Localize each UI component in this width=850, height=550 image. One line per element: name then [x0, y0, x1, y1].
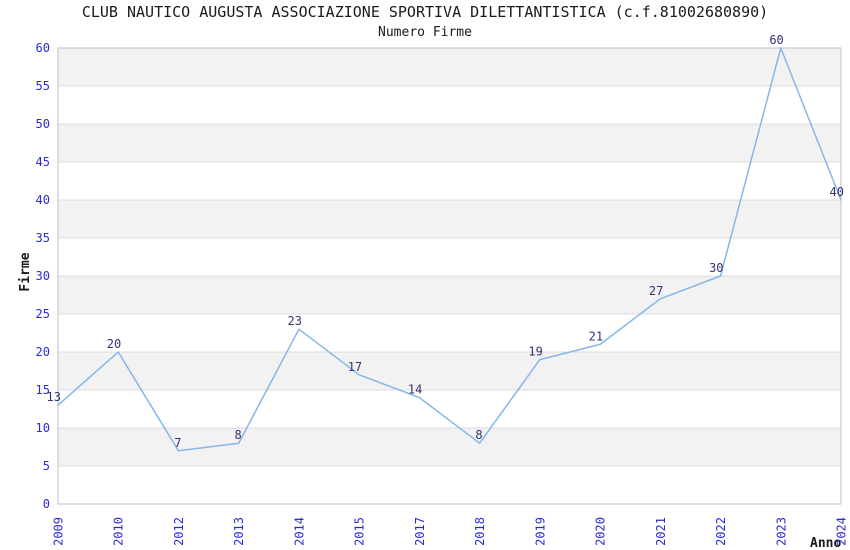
x-tick-label: 2020 — [594, 517, 608, 546]
data-point-label: 17 — [348, 360, 362, 374]
data-point-label: 8 — [475, 428, 482, 442]
data-point-label: 13 — [47, 390, 61, 404]
x-tick-label: 2012 — [172, 517, 186, 546]
x-tick-label: 2024 — [835, 517, 849, 546]
chart-subtitle: Numero Firme — [378, 25, 472, 40]
x-tick-label: 2014 — [292, 517, 306, 546]
x-axis-label: Anno — [810, 536, 842, 550]
background-band — [58, 48, 841, 86]
y-tick-label: 35 — [36, 231, 50, 245]
x-tick-label: 2019 — [533, 517, 547, 546]
y-tick-label: 55 — [36, 79, 50, 93]
x-tick-label: 2018 — [473, 517, 487, 546]
data-point-label: 23 — [287, 314, 301, 328]
data-point-label: 21 — [589, 329, 603, 343]
y-tick-label: 45 — [36, 155, 50, 169]
y-tick-label: 0 — [43, 497, 50, 511]
y-tick-label: 25 — [36, 307, 50, 321]
x-tick-label: 2022 — [714, 517, 728, 546]
data-point-label: 30 — [709, 261, 723, 275]
background-band — [58, 428, 841, 466]
x-tick-label: 2013 — [232, 517, 246, 546]
data-point-label: 19 — [528, 345, 542, 359]
data-point-label: 27 — [649, 284, 663, 298]
data-point-label: 60 — [769, 33, 783, 47]
y-tick-label: 5 — [43, 459, 50, 473]
data-point-label: 8 — [234, 428, 241, 442]
data-point-label: 14 — [408, 383, 422, 397]
x-tick-label: 2010 — [112, 517, 126, 546]
background-band — [58, 352, 841, 390]
y-tick-label: 10 — [36, 421, 50, 435]
y-tick-label: 40 — [36, 193, 50, 207]
x-tick-label: 2023 — [774, 517, 788, 546]
background-band — [58, 276, 841, 314]
plot-border — [57, 47, 842, 505]
x-tick-label: 2009 — [52, 517, 66, 546]
x-tick-label: 2021 — [654, 517, 668, 546]
y-tick-label: 60 — [36, 41, 50, 55]
y-tick-label: 15 — [36, 383, 50, 397]
chart-title: CLUB NAUTICO AUGUSTA ASSOCIAZIONE SPORTI… — [81, 3, 769, 21]
background-band — [58, 200, 841, 238]
data-series-line — [57, 47, 842, 452]
y-tick-label: 30 — [36, 269, 50, 283]
y-tick-label: 50 — [36, 117, 50, 131]
data-point-label: 7 — [174, 436, 181, 450]
x-tick-label: 2015 — [353, 517, 367, 546]
data-point-label: 20 — [107, 337, 121, 351]
data-point-label: 40 — [830, 185, 844, 199]
x-tick-label: 2017 — [413, 517, 427, 546]
y-tick-label: 20 — [36, 345, 50, 359]
background-band — [58, 124, 841, 162]
